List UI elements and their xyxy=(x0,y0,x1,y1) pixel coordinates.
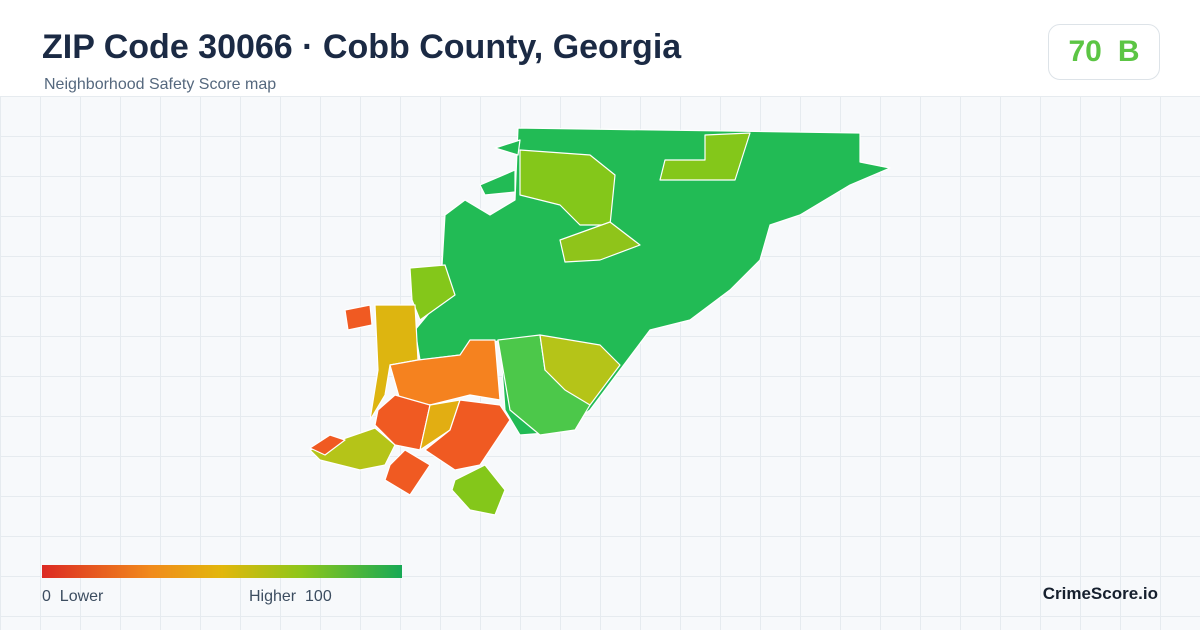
legend-min: 0 xyxy=(42,588,51,605)
region xyxy=(659,132,751,181)
region xyxy=(389,339,501,406)
score-badge: 70 B xyxy=(1048,24,1160,80)
legend-high: Higher 100 xyxy=(249,588,332,606)
header xyxy=(0,0,1200,97)
region xyxy=(559,221,641,263)
region xyxy=(384,449,431,496)
legend-max-label: Higher xyxy=(249,588,297,605)
region xyxy=(344,304,373,331)
legend-max: 100 xyxy=(305,588,332,605)
legend-gradient xyxy=(42,565,402,578)
region xyxy=(494,139,521,156)
subtitle: Neighborhood Safety Score map xyxy=(44,76,277,93)
grade: B xyxy=(1117,35,1140,68)
brand: CrimeScore.io xyxy=(1042,584,1158,603)
region xyxy=(309,427,396,471)
region xyxy=(424,399,511,471)
region xyxy=(539,334,621,406)
legend-min-label: Lower xyxy=(59,588,104,605)
region xyxy=(369,304,419,421)
region xyxy=(479,169,516,196)
region xyxy=(309,434,346,456)
region xyxy=(519,149,616,226)
region xyxy=(409,264,456,321)
legend-low: 0 Lower xyxy=(42,588,103,606)
score: 70 xyxy=(1068,35,1102,68)
title: ZIP Code 30066 · Cobb County, Georgia xyxy=(42,28,682,66)
region xyxy=(451,464,506,516)
